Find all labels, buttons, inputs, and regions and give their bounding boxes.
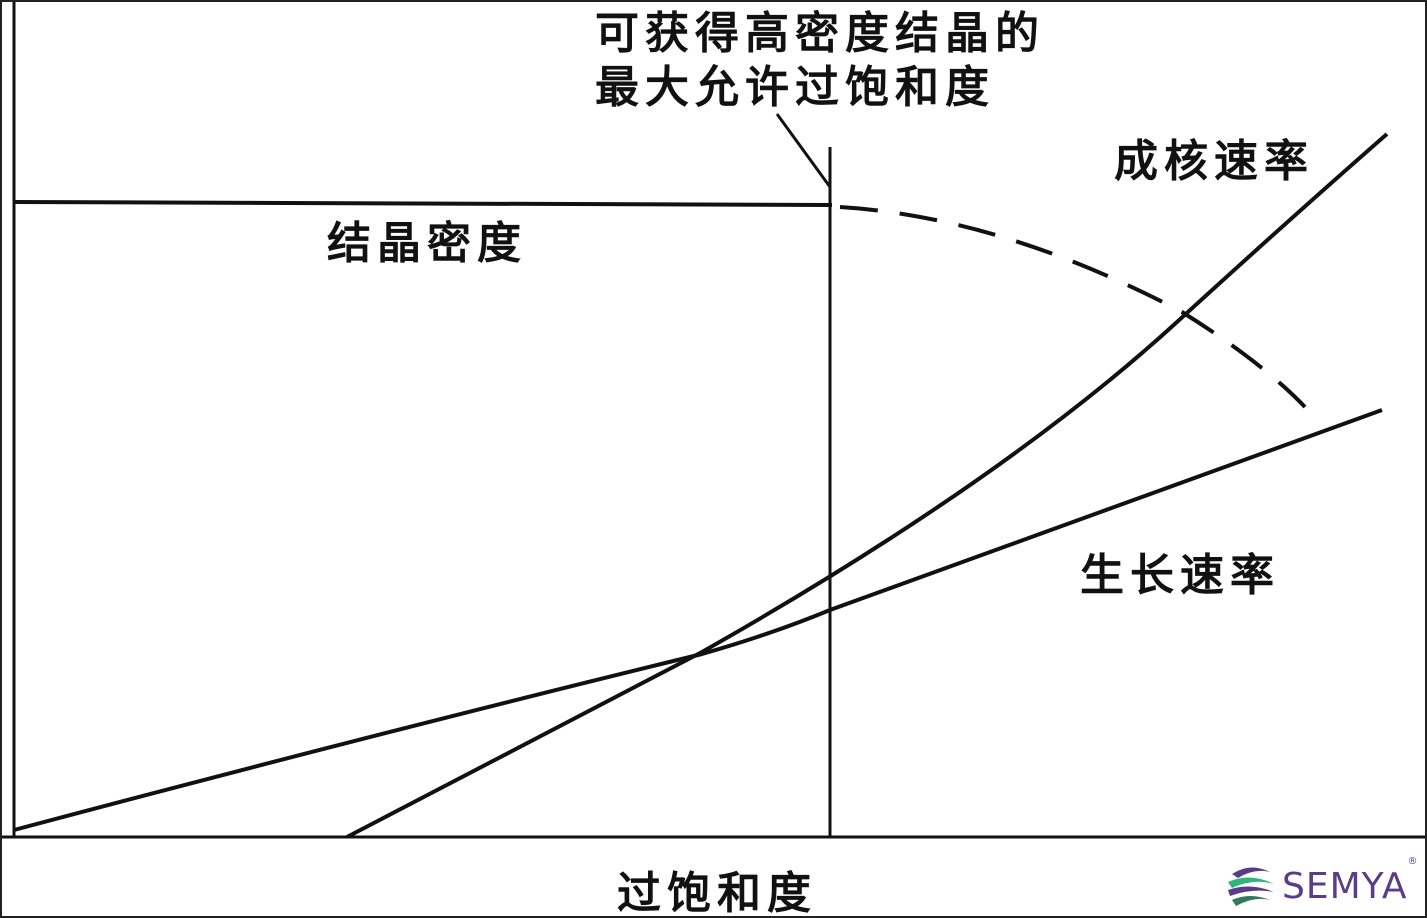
annotation-leader — [775, 113, 832, 188]
growth-rate-label: 生长速率 — [1080, 550, 1280, 601]
globe-logo-icon — [1228, 867, 1274, 906]
logo-text: SEMYA — [1282, 865, 1408, 907]
annotation-line1: 可获得高密度结晶的 — [595, 8, 1045, 59]
x-axis-label: 过饱和度 — [617, 868, 817, 918]
annotation-line2: 最大允许过饱和度 — [595, 62, 995, 113]
crystal-density-label: 结晶密度 — [327, 218, 527, 269]
growth-rate-curve — [13, 408, 1383, 832]
semya-logo: SEMYA ® — [1224, 856, 1417, 912]
registered-mark: ® — [1407, 856, 1418, 867]
crystal-density-line — [13, 200, 833, 207]
crystal-density-dashed-curve — [839, 205, 1307, 409]
nucleation-rate-label: 成核速率 — [1114, 136, 1314, 187]
nucleation-rate-curve — [346, 132, 1389, 839]
